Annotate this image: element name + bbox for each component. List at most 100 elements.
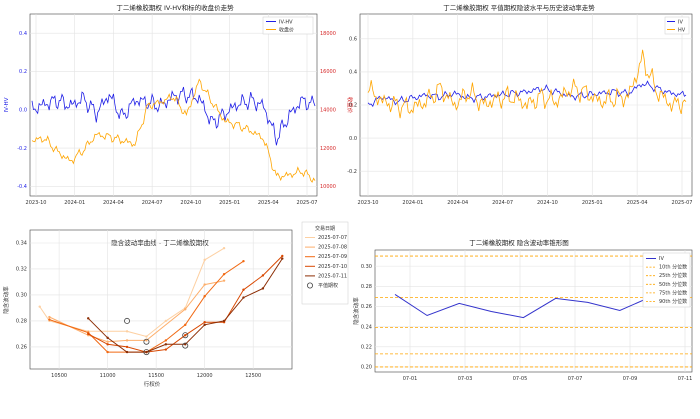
chart1-legend-close: 收盘价	[279, 27, 294, 34]
chart4-legend-label: 50th 分位数	[659, 281, 687, 288]
chart3-series-2025-07-08-line	[49, 280, 225, 343]
chart1-ylabel-right: 收盘价	[346, 97, 354, 114]
chart4-title: 丁二烯橡胶期权 隐含波动率锥形图	[469, 238, 569, 247]
chart3-series-2025-07-08-point	[145, 339, 148, 342]
chart3-xtick: 11500	[148, 373, 164, 379]
chart4-ytick: 0.22	[361, 344, 372, 350]
chart1-ytick-left: -0.2	[17, 146, 27, 152]
chart3-legend-label: 平值期权	[318, 282, 338, 289]
chart3-series-2025-07-11-point	[125, 350, 129, 354]
chart2-xtick: 2024-04	[447, 200, 468, 206]
chart1-ytick-left: -0.4	[17, 184, 27, 190]
chart3-series-2025-07-07-point	[203, 258, 206, 262]
chart3-series-2025-07-09-point	[222, 272, 226, 276]
chart3-legend-label: 2025-07-11	[318, 273, 347, 279]
chart3-series-2025-07-09-point	[106, 350, 109, 354]
chart4-xtick: 07-05	[513, 376, 528, 382]
chart3-series-2025-07-11-point	[87, 317, 90, 320]
chart1-ytick-left: 0.0	[19, 107, 27, 113]
chart3-series-2025-07-11-point	[145, 350, 148, 354]
chart3-series-2025-07-07-point	[125, 330, 129, 333]
chart3-ytick: 0.34	[16, 241, 27, 247]
chart3-legend-label: 2025-07-10	[318, 264, 347, 270]
chart4-legend-label: 75th 分位数	[659, 289, 687, 296]
chart3-series-2025-07-08-point	[222, 279, 226, 282]
chart1-series-iv-hv-line	[31, 86, 316, 146]
chart4-legend-label: 90th 分位数	[659, 298, 687, 305]
chart4-series-iv-line	[394, 293, 685, 319]
chart1-ytick-left: 0.4	[19, 31, 27, 37]
chart4-ytick: 0.30	[361, 264, 372, 270]
chart-iv-cone: 丁二烯橡胶期权 隐含波动率锥形图 0.20 0.22 0.24 0.26 0.28 0.3…	[352, 238, 693, 382]
chart2-series-hv-line	[367, 49, 687, 119]
chart2-xtick: 2024-07	[492, 200, 513, 206]
chart3-series-2025-07-08-point	[106, 340, 109, 343]
chart2-xtick: 2025-04	[627, 200, 648, 206]
chart3-xtick: 11000	[100, 373, 116, 379]
chart3-legend-atm-marker	[306, 282, 313, 289]
chart4-xtick: 07-03	[458, 376, 473, 382]
chart3-series-2025-07-11-point	[281, 257, 284, 260]
chart3-atm-marker	[143, 338, 150, 345]
chart2-legend-iv: IV	[678, 20, 683, 26]
chart2-legend-hv: HV	[678, 28, 686, 34]
chart3-series-2025-07-07-point	[164, 319, 168, 323]
chart4-ytick: 0.28	[361, 284, 372, 290]
chart4-ytick: 0.24	[361, 324, 372, 330]
chart2-series-iv-line	[367, 80, 687, 108]
chart3-legend-label: 2025-07-09	[318, 254, 347, 260]
chart3-series-2025-07-10-point	[164, 348, 168, 351]
chart3-series-2025-07-07-point	[145, 335, 148, 338]
chart3-series-2025-07-08-point	[48, 315, 51, 319]
chart3-series-2025-07-11-point	[242, 296, 245, 299]
chart3-series-2025-07-11-point	[261, 287, 265, 290]
chart3-ytick: 0.26	[16, 345, 27, 351]
chart-iv-hv-close: 丁二烯橡胶期权 IV-HV和标的收盘价走势 2023-10 2024-01 2024…	[4, 3, 354, 206]
chart3-series-2025-07-07-point	[222, 246, 226, 250]
chart3-legend-title: 交易日期	[315, 225, 335, 232]
chart3-ytick: 0.28	[16, 319, 27, 325]
chart3-series-2025-07-11-point	[184, 343, 187, 346]
chart4-ylabel: 隐含波动率	[352, 297, 360, 325]
chart2-xtick: 2024-01	[402, 200, 423, 206]
chart3-plot-area	[29, 229, 293, 370]
chart4-legend-label: 25th 分位数	[659, 272, 687, 279]
chart3-series-2025-07-10-point	[125, 345, 129, 349]
chart3-series-2025-07-09-point	[242, 259, 245, 263]
chart4-legend-label: 10th 分位数	[659, 264, 687, 271]
chart4-xtick: 07-09	[623, 376, 638, 382]
chart1-xtick: 2024-01	[64, 200, 85, 206]
chart3-series-2025-07-10-point	[261, 274, 265, 277]
chart3-atm-marker	[182, 342, 189, 349]
chart3-ylabel: 隐含波动率	[2, 286, 10, 314]
chart3-series-2025-07-09-point	[203, 295, 206, 298]
chart3-series-2025-07-11-point	[222, 319, 226, 323]
chart2-legend: IV HV	[664, 16, 690, 35]
chart3-legend-label: 2025-07-08	[318, 245, 347, 251]
chart1-legend: IV-HV 收盘价	[262, 16, 314, 35]
chart1-ytick-right: 12000	[320, 146, 336, 152]
chart1-ytick-right: 18000	[320, 31, 336, 37]
chart3-title: 隐含波动率曲线 - 丁二烯橡胶期权	[111, 238, 209, 247]
chart1-xtick: 2023-10	[26, 200, 47, 206]
chart1-xtick: 2025-04	[258, 200, 279, 206]
chart1-xtick: 2024-07	[142, 200, 163, 206]
chart1-plot-area	[29, 13, 318, 197]
chart2-xtick: 2025-01	[582, 200, 603, 206]
chart3-series-2025-07-10-point	[184, 334, 187, 337]
chart3-series-2025-07-07-point	[38, 305, 41, 308]
chart2-ytick: 0.6	[349, 37, 357, 43]
chart3-series-2025-07-11-point	[203, 323, 206, 327]
chart3-atm-marker	[124, 317, 131, 324]
chart3-xlabel: 行权价	[144, 380, 161, 388]
chart1-xtick: 2025-01	[219, 200, 240, 206]
chart1-ytick-right: 10000	[320, 184, 336, 190]
chart4-xtick: 07-11	[678, 376, 693, 382]
chart2-ytick: 0.2	[349, 103, 357, 109]
chart3-ytick: 0.32	[16, 267, 27, 273]
chart3-series-2025-07-10-point	[203, 321, 206, 324]
chart2-xtick: 2023-10	[358, 200, 379, 206]
chart3-xtick: 12000	[197, 373, 213, 379]
chart3-series-2025-07-08-point	[125, 339, 129, 342]
